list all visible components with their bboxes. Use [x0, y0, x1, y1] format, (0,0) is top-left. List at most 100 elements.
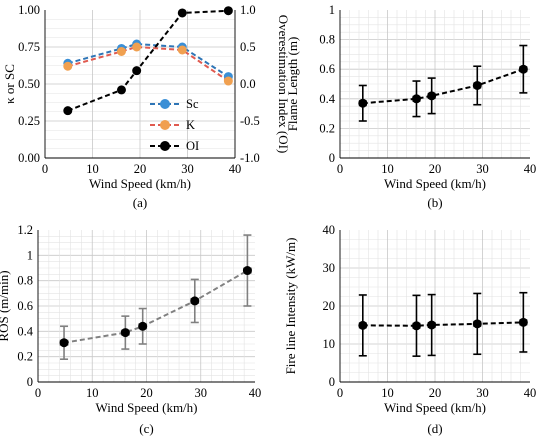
y2-tick-label: 0.0 — [240, 77, 256, 91]
x-tick-label: 20 — [429, 386, 442, 400]
chart-panel-4: 0 10 20 30 40 0 10 20 30 40 Wind Speed (km/h) Fire … — [283, 223, 536, 436]
x-tick-label: 10 — [381, 162, 394, 176]
data-point — [223, 6, 233, 16]
data-point — [411, 321, 421, 331]
legend-label: Sc — [186, 97, 199, 111]
y2-tick-label: 1.0 — [240, 3, 256, 17]
legend-marker — [160, 120, 170, 130]
series-line — [362, 68, 524, 105]
data-point — [223, 76, 233, 86]
y-tick-label: 40 — [323, 223, 336, 237]
y-tick-label: 0.4 — [17, 324, 33, 338]
y-tick-label: 30 — [323, 261, 336, 275]
data-point — [138, 321, 148, 331]
y-tick-label: 0.75 — [18, 40, 40, 54]
y2-axis-title: Overestimation Index (OI) — [276, 15, 291, 154]
data-point — [358, 98, 368, 108]
data-point — [518, 317, 528, 327]
y-tick-label: 0 — [27, 375, 33, 389]
data-point — [132, 42, 142, 52]
x-tick-label: 20 — [140, 386, 153, 400]
series-line — [67, 9, 229, 112]
x-axis-title: Wind Speed (km/h) — [384, 400, 486, 415]
y-tick-label: 0.50 — [18, 77, 40, 91]
y-axis-title: ROS (m/min) — [0, 270, 11, 341]
x-tick-label: 20 — [429, 162, 442, 176]
x-tick-label: 0 — [42, 162, 48, 176]
x-tick-label: 40 — [249, 386, 262, 400]
data-point — [116, 46, 126, 56]
x-tick-label: 10 — [381, 386, 394, 400]
data-point — [190, 296, 200, 306]
x-tick-label: 30 — [476, 386, 489, 400]
x-tick-label: 0 — [337, 386, 343, 400]
y-tick-label: 0.00 — [18, 151, 40, 165]
y-tick-label: 0.8 — [17, 274, 33, 288]
x-tick-label: 10 — [86, 386, 99, 400]
data-point — [116, 85, 126, 95]
y2-tick-label: 0.5 — [240, 40, 256, 54]
x-tick-label: 40 — [229, 162, 242, 176]
x-tick-label: 10 — [86, 162, 99, 176]
data-point — [518, 64, 528, 74]
y-tick-label: 0 — [329, 151, 335, 165]
legend-marker — [160, 99, 170, 109]
data-point — [63, 106, 73, 116]
x-tick-label: 0 — [35, 386, 41, 400]
data-point — [63, 61, 73, 71]
x-tick-label: 40 — [524, 162, 537, 176]
data-point — [472, 80, 482, 90]
x-tick-label: 30 — [181, 162, 194, 176]
data-point — [427, 320, 437, 330]
data-point — [427, 91, 437, 101]
data-point — [59, 338, 69, 348]
y-tick-label: 0.2 — [319, 121, 335, 135]
x-tick-label: 0 — [337, 162, 343, 176]
y-tick-label: 0.6 — [17, 299, 33, 313]
data-point — [411, 94, 421, 104]
y-tick-label: 1 — [329, 3, 335, 17]
y-axis-title: κ or SC — [2, 64, 17, 104]
y-axis-title: Flame Length (m) — [285, 37, 300, 132]
legend-marker — [160, 141, 170, 151]
y-tick-label: 0 — [329, 375, 335, 389]
y-tick-label: 0.8 — [319, 33, 335, 47]
series-line — [67, 45, 229, 82]
x-tick-label: 30 — [476, 162, 489, 176]
data-point — [120, 328, 130, 338]
y2-tick-label: -1.0 — [240, 151, 260, 165]
data-point — [177, 8, 187, 18]
y-tick-label: 1.2 — [17, 223, 33, 237]
data-point — [242, 266, 252, 276]
data-point — [358, 320, 368, 330]
data-point — [177, 45, 187, 55]
y-tick-label: 0.25 — [18, 114, 40, 128]
x-tick-label: 20 — [134, 162, 147, 176]
x-tick-label: 30 — [195, 386, 208, 400]
panel-label: (a) — [133, 195, 147, 210]
y2-tick-label: -0.5 — [240, 114, 260, 128]
legend-label: OI — [186, 139, 199, 153]
data-point — [472, 319, 482, 329]
y-tick-label: 20 — [323, 299, 336, 313]
panel-label: (c) — [139, 421, 153, 436]
y-tick-label: 0.6 — [319, 62, 335, 76]
y-tick-label: 1.00 — [18, 3, 40, 17]
x-axis-title: Wind Speed (km/h) — [95, 400, 197, 415]
chart-panel-1: 0 10 20 30 40 0.00 0.25 0.50 0.75 1.00 -1.0 -0.5 0.0… — [2, 3, 291, 210]
x-axis-title: Wind Speed (km/h) — [384, 176, 486, 191]
data-point — [132, 66, 142, 76]
series-line — [63, 269, 248, 344]
y-tick-label: 0.2 — [17, 350, 33, 364]
y-tick-label: 0.4 — [319, 92, 335, 106]
chart-panel-3: 0 10 20 30 40 0 0.2 0.4 0.6 0.8 1 1.2 Wind Speed (km… — [0, 223, 261, 436]
y-axis-title: Fire line Intensity (kW/m) — [283, 238, 298, 375]
chart-panel-2: 0 10 20 30 40 0 0.2 0.4 0.6 0.8 1 Wind Speed (km/h)… — [285, 3, 536, 210]
y-tick-label: 1 — [27, 248, 33, 262]
panel-label: (b) — [427, 195, 442, 210]
x-axis-title: Wind Speed (km/h) — [89, 176, 191, 191]
panel-label: (d) — [427, 421, 442, 436]
x-tick-label: 40 — [524, 386, 537, 400]
